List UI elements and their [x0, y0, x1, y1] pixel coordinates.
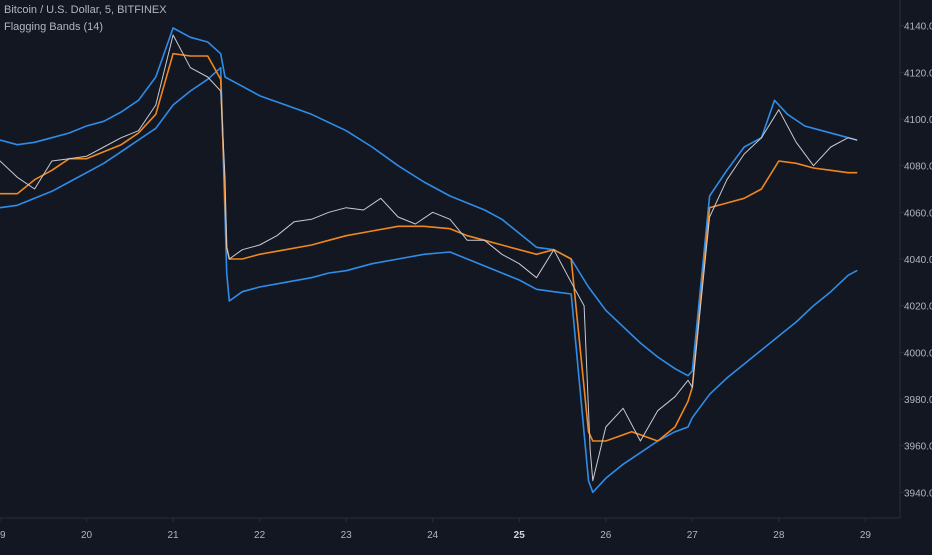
- y-tick-label: 3980.0: [904, 395, 932, 406]
- x-tick-label: 29: [860, 530, 872, 541]
- y-tick-label: 4100.0: [904, 115, 932, 126]
- series-layer: [0, 27, 858, 494]
- y-tick-label: 4000.0: [904, 348, 932, 359]
- y-tick-label: 4040.0: [904, 255, 932, 266]
- y-tick-label: 4060.0: [904, 208, 932, 219]
- x-tick-label: 28: [773, 530, 785, 541]
- series-line-price: [0, 34, 858, 482]
- x-tick-label: 22: [254, 530, 266, 541]
- series-line-middle-band: [0, 52, 858, 442]
- y-tick-label: 3940.0: [904, 488, 932, 499]
- y-tick-label: 4080.0: [904, 162, 932, 173]
- x-tick-label: 21: [168, 530, 180, 541]
- chart-title: Bitcoin / U.S. Dollar, 5, BITFINEX: [4, 4, 167, 16]
- y-tick-label: 4020.0: [904, 302, 932, 313]
- x-tick-label: 20: [81, 530, 93, 541]
- x-tick-label: 24: [427, 530, 439, 541]
- indicator-label: Flagging Bands (14): [4, 21, 104, 33]
- series-line-upper-band: [0, 27, 858, 377]
- x-tick-label: 19: [0, 530, 6, 541]
- x-tick-label: 23: [341, 530, 353, 541]
- x-tick-label: 25: [514, 530, 526, 541]
- series-line-lower-band: [0, 66, 858, 494]
- axis-layer: 3940.0 3960.0 3980.0 4000.0 4020.0 4040.0 4060…: [0, 0, 932, 541]
- x-tick-label: 27: [687, 530, 699, 541]
- y-tick-label: 3960.0: [904, 442, 932, 453]
- y-tick-label: 4140.0: [904, 22, 932, 33]
- chart-legend: Bitcoin / U.S. Dollar, 5, BITFINEX Flagg…: [4, 2, 167, 36]
- y-tick-label: 4120.0: [904, 68, 932, 79]
- x-tick-label: 26: [600, 530, 612, 541]
